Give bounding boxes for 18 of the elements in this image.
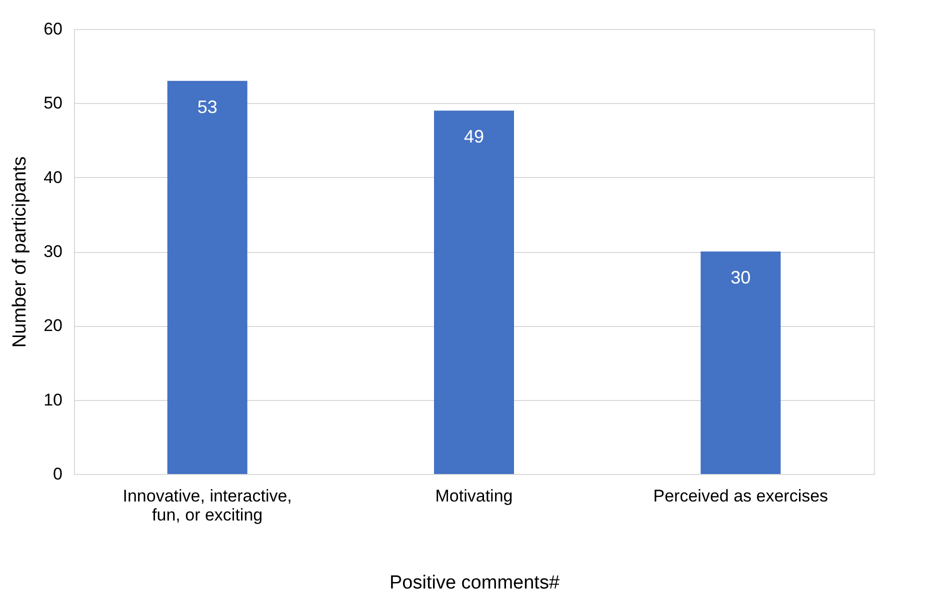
y-tick-label: 0 [53,464,62,484]
y-tick-label: 30 [44,242,62,261]
data-label: 49 [464,126,484,147]
bar [700,252,781,474]
x-tick-label: Perceived as exercises [653,486,828,506]
x-tick-label: Innovative, interactive, fun, or exciting [122,486,292,524]
y-tick-label: 20 [44,316,62,336]
y-axis-title: Number of participants [10,156,31,348]
bar [434,110,514,474]
bar [167,80,248,474]
y-tick-label: 50 [44,94,62,113]
data-label: 53 [197,96,218,117]
y-tick-label: 60 [44,20,62,38]
y-tick-label: 10 [44,390,62,410]
x-tick-label: Motivating [435,486,513,506]
x-axis-title: Positive comments# [389,572,560,594]
y-tick-label: 40 [44,168,62,187]
data-label: 30 [730,268,751,288]
